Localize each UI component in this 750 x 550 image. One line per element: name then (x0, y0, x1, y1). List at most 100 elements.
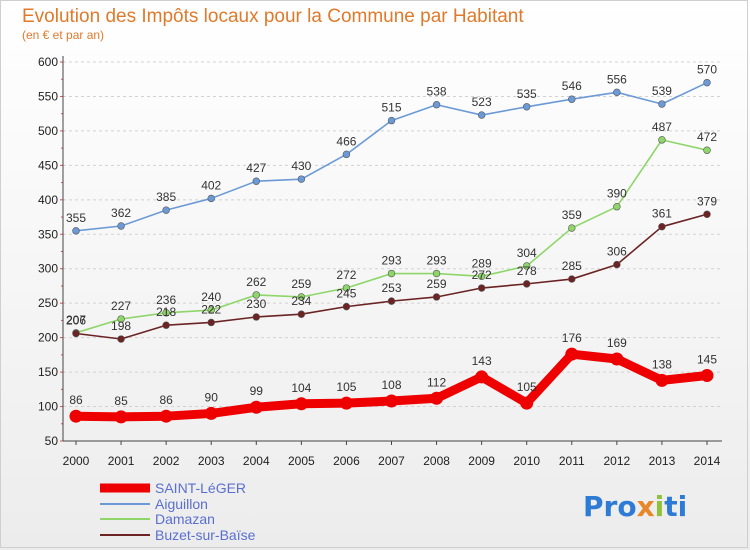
data-label: 176 (562, 331, 582, 345)
data-label: 430 (291, 159, 311, 173)
data-label: 556 (607, 72, 627, 86)
data-point (204, 406, 218, 420)
data-point (114, 410, 128, 424)
data-point (568, 224, 576, 232)
data-label: 253 (381, 281, 401, 295)
data-label: 306 (607, 245, 627, 259)
data-point (523, 262, 531, 270)
data-label: 104 (291, 381, 311, 395)
x-tick-label: 2011 (559, 454, 585, 468)
data-label: 222 (201, 302, 221, 316)
x-tick-label: 2009 (468, 454, 495, 468)
data-label: 523 (472, 95, 492, 109)
x-tick-label: 2003 (198, 454, 225, 468)
data-label: 285 (562, 259, 582, 273)
data-point (387, 297, 396, 305)
chart-subtitle: (en € et par an) (22, 28, 104, 42)
y-tick-label: 50 (45, 434, 59, 448)
data-label: 355 (66, 211, 86, 225)
data-point (162, 321, 170, 329)
data-point (523, 280, 531, 288)
legend-label: Buzet-sur-Baïse (155, 527, 256, 543)
data-point (568, 275, 576, 283)
x-tick-label: 2010 (513, 454, 540, 468)
data-label: 259 (427, 277, 447, 291)
data-label: 240 (201, 290, 221, 304)
x-tick-label: 2007 (378, 454, 405, 468)
data-label: 99 (250, 384, 264, 398)
data-point (655, 373, 669, 387)
data-point (72, 329, 80, 338)
logo-letter: i (655, 490, 665, 523)
data-point (342, 284, 351, 292)
x-tick-label: 2008 (423, 454, 450, 468)
data-point (252, 177, 260, 185)
data-label: 385 (156, 190, 176, 204)
data-label: 105 (336, 380, 356, 394)
x-tick-label: 2012 (604, 454, 631, 468)
data-label: 293 (427, 254, 447, 268)
data-point (475, 370, 489, 384)
x-tick-label: 2013 (649, 454, 676, 468)
data-point (700, 369, 714, 383)
data-label: 359 (562, 208, 582, 222)
x-tick-label: 2000 (63, 454, 90, 468)
y-tick-label: 350 (38, 227, 58, 241)
data-point (117, 315, 125, 323)
data-point (703, 210, 711, 218)
data-label: 487 (652, 120, 672, 134)
y-tick-label: 150 (38, 365, 58, 379)
data-point (520, 396, 534, 410)
data-point (523, 103, 531, 111)
logo-letter: P (583, 490, 604, 523)
data-point (703, 146, 711, 154)
y-tick-label: 100 (38, 400, 58, 414)
data-label: 379 (697, 194, 717, 208)
logo-letter: t (664, 490, 677, 523)
x-tick-label: 2004 (243, 454, 270, 468)
data-label: 236 (156, 293, 176, 307)
data-label: 245 (336, 287, 356, 301)
data-point (297, 310, 306, 318)
logo-letter: x (637, 490, 655, 523)
data-label: 138 (652, 357, 672, 371)
data-label: 293 (381, 254, 401, 268)
data-point (339, 396, 353, 410)
data-point (477, 272, 486, 281)
data-label: 218 (156, 305, 176, 319)
data-label: 390 (607, 187, 627, 201)
y-tick-label: 250 (38, 296, 58, 310)
x-tick-label: 2014 (694, 454, 721, 468)
data-point (69, 409, 83, 423)
data-label: 466 (336, 134, 356, 148)
data-point (658, 136, 666, 144)
data-point (613, 203, 621, 211)
data-label: 289 (472, 256, 492, 270)
data-point (294, 397, 308, 411)
data-label: 207 (66, 313, 86, 327)
data-label: 86 (69, 393, 83, 407)
logo-text: Proxiti (583, 490, 687, 523)
data-label: 227 (111, 299, 131, 313)
data-label: 272 (336, 268, 356, 282)
logo-letter: r (604, 490, 618, 523)
data-point (297, 175, 306, 183)
logo-letter: o (617, 490, 636, 523)
legend-label: Damazan (155, 511, 215, 527)
data-point (207, 306, 215, 314)
y-tick-label: 200 (38, 331, 58, 345)
data-point (249, 400, 263, 414)
logo-letter: i (678, 490, 688, 523)
y-tick-label: 300 (38, 262, 58, 276)
data-point (387, 116, 396, 125)
y-tick-label: 600 (38, 55, 58, 69)
data-point (613, 88, 621, 97)
data-point (162, 206, 170, 214)
data-label: 304 (517, 246, 537, 260)
data-point (117, 222, 125, 230)
data-point (477, 284, 486, 292)
legend-label: Aiguillon (155, 496, 208, 512)
data-label: 570 (697, 63, 717, 77)
y-tick-label: 400 (38, 193, 58, 207)
